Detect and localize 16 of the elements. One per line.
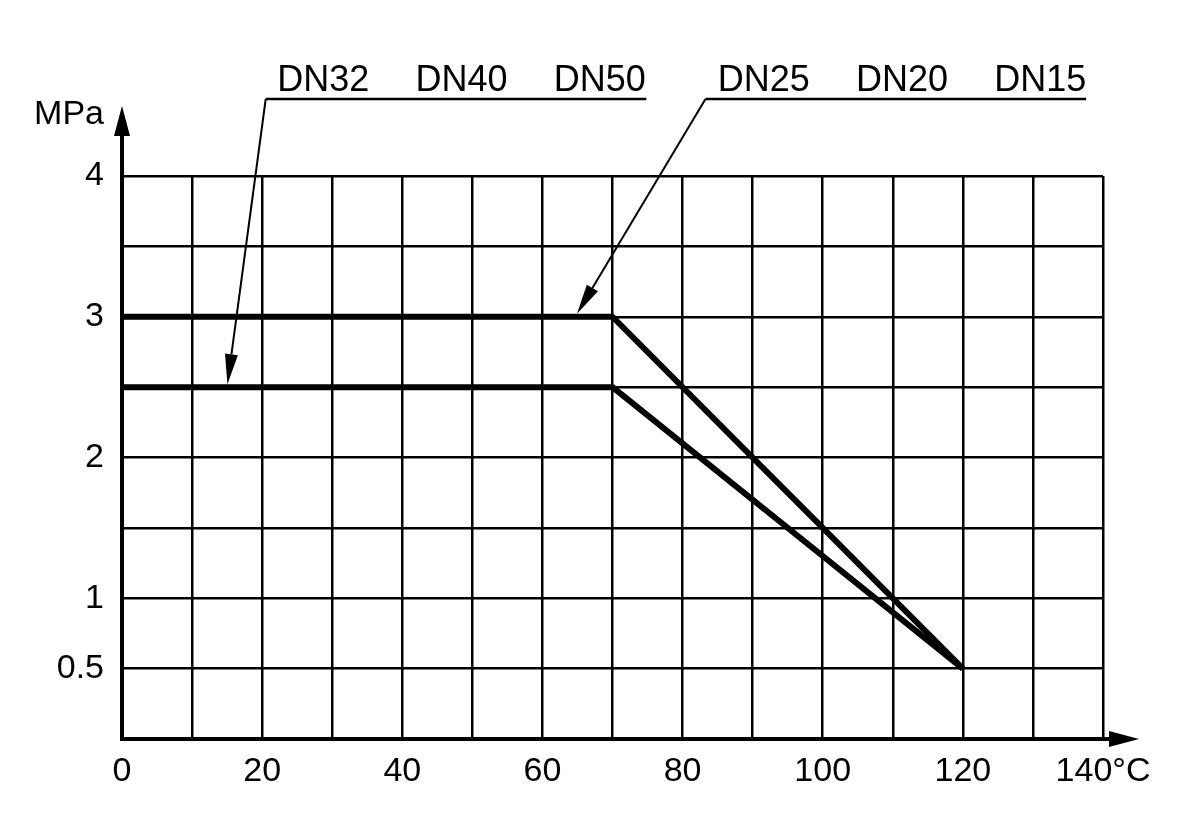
x-tick-label: 40 (383, 749, 422, 788)
y-tick-label: 0.5 (56, 647, 104, 685)
x-tick-label: 120 (934, 749, 992, 788)
x-tick-label: 80 (663, 749, 702, 788)
x-tick-label: 20 (243, 749, 282, 788)
x-tick-label: 100 (794, 749, 852, 788)
y-tick-label: 4 (85, 154, 104, 193)
y-tick-label: 3 (85, 295, 104, 334)
text: DN32 DN40 DN50 (277, 58, 646, 99)
text: DN25 DN20 DN15 (717, 58, 1087, 99)
y-tick-label: 1 (85, 576, 104, 615)
y-tick-label: 2 (85, 435, 104, 474)
x-tick-label: 0 (112, 749, 132, 788)
x-tick-label: 140°C (1055, 749, 1151, 788)
x-tick-label: 60 (523, 749, 562, 788)
y-axis-title: MPa (34, 93, 105, 131)
